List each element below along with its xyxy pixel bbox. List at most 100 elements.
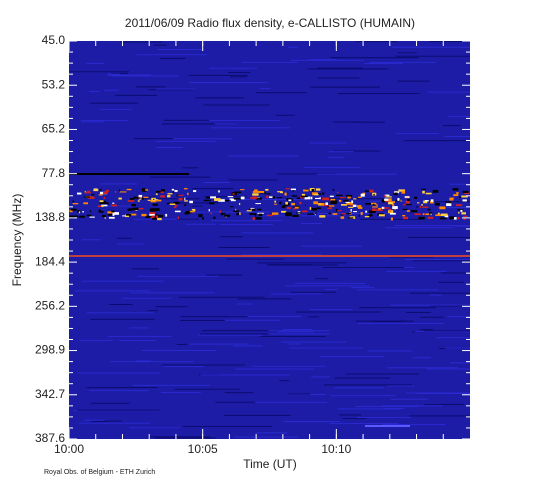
spectrogram-burst <box>136 207 139 210</box>
spectrogram-texture <box>241 232 314 234</box>
spectrogram-burst <box>357 196 362 198</box>
spectrogram-burst <box>252 217 256 220</box>
spectrogram-burst <box>147 199 151 201</box>
spectrogram-texture <box>389 304 470 306</box>
spectrogram-burst <box>103 191 108 195</box>
spectrogram-texture <box>108 303 133 305</box>
spectrogram-burst <box>257 208 262 211</box>
spectrogram-burst <box>422 213 430 216</box>
spectrogram-burst <box>464 192 470 195</box>
spectrogram-burst <box>167 193 173 195</box>
spectrogram-burst <box>72 203 79 205</box>
spectrogram-burst <box>383 195 387 197</box>
spectrogram-burst <box>304 196 311 200</box>
spectrogram-texture <box>307 198 386 200</box>
spectrogram-burst <box>402 208 408 210</box>
spectrogram-texture <box>155 88 195 90</box>
spectrogram-burst <box>292 214 299 217</box>
spectrogram-burst <box>183 204 187 206</box>
spectrogram-burst <box>427 208 431 211</box>
spectrogram-texture <box>89 90 100 92</box>
spectrogram-texture <box>179 319 225 321</box>
y-tick-label: 65.2 <box>42 122 66 136</box>
spectrogram-texture <box>77 372 161 374</box>
spectrogram-texture <box>325 288 338 290</box>
spectrogram-burst <box>327 207 333 210</box>
spectrogram-burst <box>346 202 353 205</box>
spectrogram-texture <box>230 76 247 78</box>
spectrogram-texture <box>334 387 385 389</box>
spectrogram-texture <box>430 305 470 307</box>
spectrogram-texture <box>89 102 138 104</box>
spectrogram-burst <box>229 198 232 200</box>
spectrogram-texture <box>148 89 194 91</box>
spectrogram-burst <box>457 209 464 211</box>
spectrogram-texture <box>423 330 470 332</box>
spectrogram-burst <box>392 206 398 209</box>
spectrogram-texture <box>359 307 436 309</box>
spectrogram-burst <box>358 206 363 209</box>
spectrogram-burst <box>219 210 222 213</box>
spectrogram-burst <box>124 214 129 218</box>
spectrogram-texture <box>156 140 216 142</box>
spectrogram-burst <box>342 199 349 202</box>
spectrogram-burst <box>373 194 375 196</box>
spectrogram-texture <box>307 68 388 70</box>
spectrogram-burst <box>430 199 434 202</box>
spectrogram-texture <box>309 309 353 311</box>
spectrogram-burst <box>406 203 412 206</box>
y-tick-label: 45.0 <box>42 33 66 47</box>
spectrogram-texture <box>129 327 150 329</box>
spectrogram-texture <box>267 264 338 266</box>
spectrogram-burst <box>254 214 257 217</box>
spectrogram-burst <box>89 216 95 218</box>
spectrogram-texture <box>163 119 210 121</box>
spectrogram-texture <box>406 311 431 313</box>
spectrogram-texture <box>133 218 197 220</box>
spectrogram-burst <box>421 188 426 190</box>
spectrogram-burst <box>210 196 216 199</box>
spectrogram-burst <box>103 196 106 200</box>
spectrogram-burst <box>185 210 192 214</box>
spectrogram-burst <box>214 198 221 201</box>
spectrogram-burst <box>300 195 308 198</box>
spectrogram-burst <box>357 205 362 208</box>
spectrogram-texture <box>103 89 119 91</box>
spectrogram-texture <box>386 367 458 369</box>
spectrogram-texture <box>128 427 181 429</box>
spectrogram-texture <box>77 409 160 411</box>
spectrogram-texture <box>397 52 417 54</box>
spectrogram-burst <box>347 195 351 199</box>
spectrogram-burst <box>322 197 330 201</box>
spectrogram-texture <box>255 432 288 434</box>
spectrogram-texture <box>424 403 464 405</box>
spectrogram-texture <box>224 414 291 416</box>
spectrogram-texture <box>369 61 436 63</box>
spectrogram-texture <box>104 205 134 207</box>
spectrogram-burst <box>84 196 91 198</box>
spectrogram-texture <box>174 388 240 390</box>
spectrogram-texture <box>210 127 291 129</box>
spectrogram-texture <box>440 272 470 274</box>
spectrogram-burst <box>429 212 433 214</box>
spectrogram-burst <box>348 217 354 219</box>
y-axis-label: Frequency (MHz) <box>10 194 24 287</box>
spectrogram-burst <box>303 189 309 192</box>
spectrogram-burst <box>129 208 134 210</box>
spectrogram-burst <box>430 212 432 216</box>
spectrogram-burst <box>378 214 385 217</box>
spectrogram-texture <box>163 366 204 368</box>
spectrogram-burst <box>424 200 429 202</box>
spectrogram-burst <box>71 215 78 218</box>
spectrogram-texture <box>224 392 254 394</box>
spectrogram-texture <box>284 285 370 287</box>
spectrogram-burst <box>286 207 291 209</box>
spectrogram-burst <box>86 214 92 217</box>
spectrogram-burst <box>98 211 104 213</box>
spectrogram-burst <box>440 213 448 216</box>
spectrogram-texture <box>138 275 219 277</box>
spectrogram-burst <box>291 202 295 206</box>
spectrogram-burst <box>352 204 357 207</box>
spectrogram-burst <box>364 190 370 192</box>
